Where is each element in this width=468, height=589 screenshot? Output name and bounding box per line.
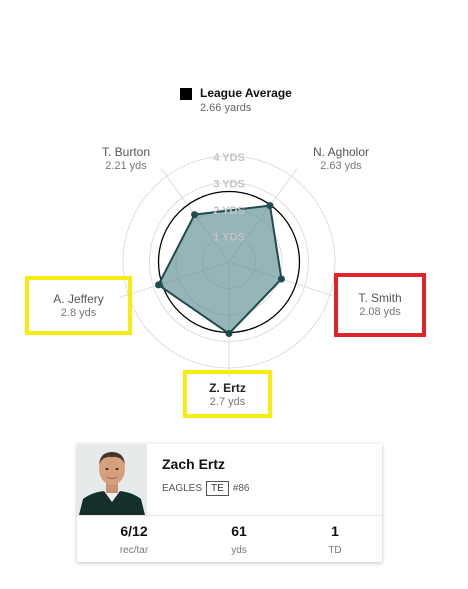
player-yards: 2.08 yds — [359, 306, 401, 318]
position-badge: TE — [206, 481, 229, 496]
ring-label: 4 YDS — [213, 152, 245, 164]
player-name: Zach Ertz — [162, 456, 226, 472]
player-yards: 2.63 yds — [320, 160, 362, 172]
stat-label: rec/tar — [119, 545, 149, 556]
player-name: T. Burton — [101, 145, 151, 159]
player-name: Z. Ertz — [209, 381, 246, 395]
player-label-burton[interactable]: T. Burton 2.21 yds — [76, 145, 176, 173]
player-name: T. Smith — [358, 291, 402, 305]
stat-value: 1 — [331, 523, 339, 539]
player-polygon — [157, 204, 283, 335]
data-point — [154, 281, 162, 289]
player-yards: 2.21 yds — [105, 160, 147, 172]
stat-yards: 61 yds — [199, 522, 279, 558]
player-name: N. Agholor — [312, 145, 370, 159]
player-yards: 2.8 yds — [60, 307, 97, 319]
card-divider — [77, 515, 382, 516]
player-label-jeffery[interactable]: A. Jeffery 2.8 yds — [25, 276, 132, 335]
stat-receptions: 6/12 rec/tar — [94, 522, 174, 558]
player-label-smith[interactable]: T. Smith 2.08 yds — [334, 273, 426, 337]
data-point — [266, 202, 274, 210]
player-yards: 2.7 yds — [209, 396, 246, 408]
player-label-agholor[interactable]: N. Agholor 2.63 yds — [291, 145, 391, 173]
data-point — [277, 275, 285, 283]
data-point — [225, 330, 233, 338]
player-card[interactable]: Zach Ertz EAGLES TE #86 6/12 rec/tar 61 … — [77, 444, 382, 562]
player-headshot — [77, 444, 147, 515]
player-label-ertz[interactable]: Z. Ertz 2.7 yds — [183, 370, 272, 418]
legend-title: League Average — [200, 86, 292, 100]
team-name: EAGLES — [162, 483, 203, 494]
ring-label: 2 YDS — [213, 205, 245, 217]
legend-value: 2.66 yards — [200, 102, 252, 114]
data-point — [191, 211, 199, 219]
legend-swatch — [180, 88, 192, 100]
player-name: A. Jeffery — [53, 292, 104, 306]
jersey-number: #86 — [232, 483, 250, 494]
radar-chart: 1 YDS 2 YDS 3 YDS 4 YDS — [119, 152, 339, 378]
stat-value: 61 — [231, 523, 247, 539]
ring-label: 3 YDS — [213, 179, 245, 191]
stat-value: 6/12 — [120, 523, 148, 539]
stat-label: yds — [231, 545, 247, 556]
team-info: EAGLES TE #86 — [162, 481, 250, 496]
ring-label: 1 YDS — [213, 232, 245, 244]
stat-touchdowns: 1 TD — [295, 522, 375, 558]
stat-label: TD — [328, 545, 342, 556]
